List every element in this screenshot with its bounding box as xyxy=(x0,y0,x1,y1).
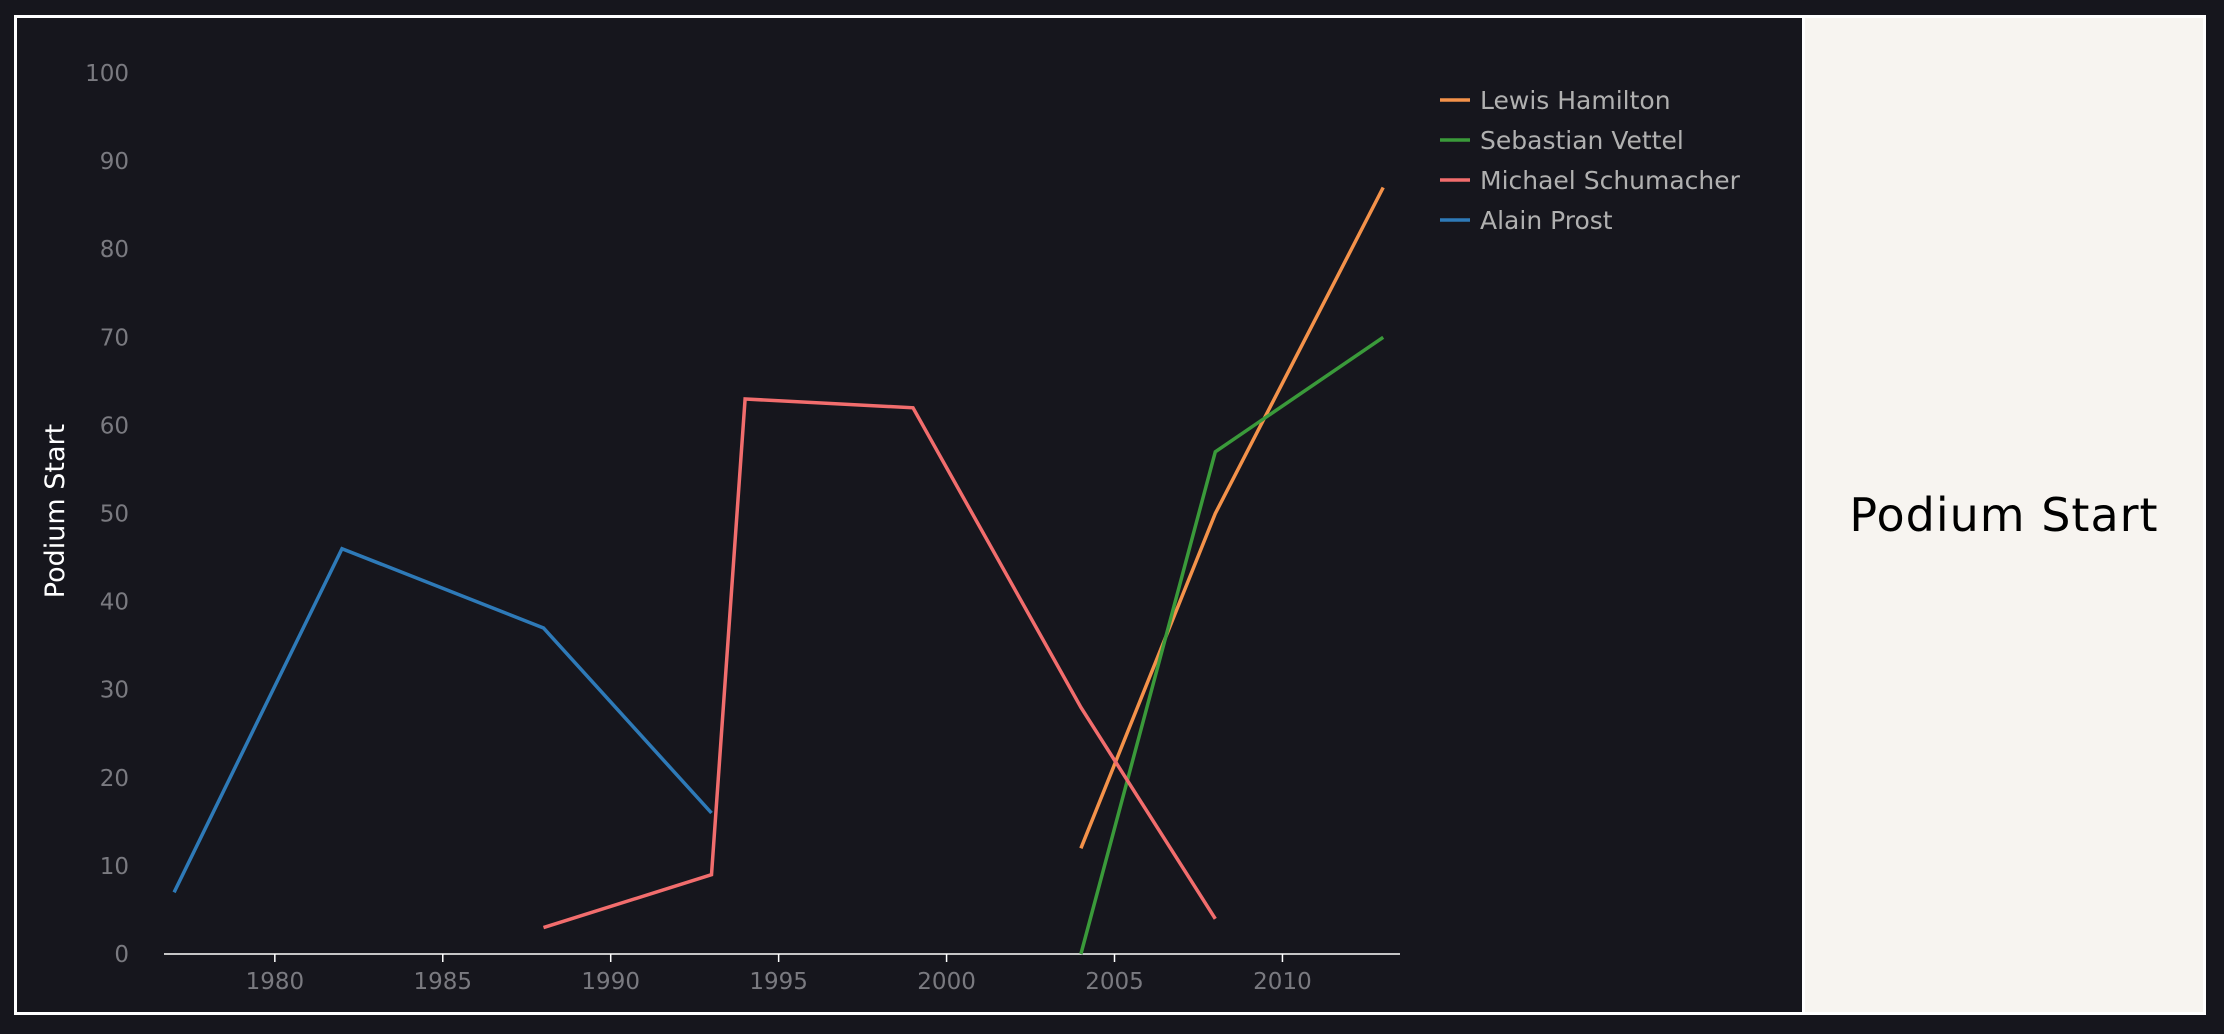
y-tick-label: 90 xyxy=(100,149,129,175)
y-axis-label: Podium Start xyxy=(40,424,71,598)
series-line-alain-prost xyxy=(172,546,713,894)
y-tick-label: 70 xyxy=(100,325,129,351)
figure-frame: 1980 1985 1990 1995 2000 2005 2010 0 10 20 30 40 50 6… xyxy=(14,15,2206,1015)
legend-label: Alain Prost xyxy=(1480,206,1613,235)
y-tick-label: 80 xyxy=(100,237,129,263)
y-tick-label: 40 xyxy=(100,590,129,616)
x-tick-label: 2000 xyxy=(917,969,976,995)
panel-title: Podium Start xyxy=(1849,488,2159,542)
legend-label: Michael Schumacher xyxy=(1480,166,1741,195)
y-tick-label: 100 xyxy=(85,61,129,87)
x-tick-label: 2010 xyxy=(1253,969,1312,995)
series-line-michael-schumacher xyxy=(542,397,1217,930)
y-tick-label: 10 xyxy=(100,854,129,880)
series-line-lewis-hamilton xyxy=(1079,186,1385,849)
y-tick-label: 50 xyxy=(100,502,129,528)
legend-label: Lewis Hamilton xyxy=(1480,86,1671,115)
x-tick-label: 1985 xyxy=(413,969,472,995)
y-tick-label: 30 xyxy=(100,678,129,704)
legend-label: Sebastian Vettel xyxy=(1480,126,1684,155)
x-tick-label: 1995 xyxy=(749,969,808,995)
side-panel: Podium Start xyxy=(1802,18,2203,1012)
y-tick-label: 20 xyxy=(100,766,129,792)
x-tick-label: 1990 xyxy=(581,969,640,995)
chart-panel: 1980 1985 1990 1995 2000 2005 2010 0 10 20 30 40 50 6… xyxy=(17,18,1802,1012)
series-line-sebastian-vettel xyxy=(1079,335,1385,955)
y-tick-label: 0 xyxy=(114,942,129,968)
line-chart: 1980 1985 1990 1995 2000 2005 2010 0 10 20 30 40 50 6… xyxy=(40,61,1741,995)
y-tick-label: 60 xyxy=(100,413,129,439)
x-tick-label: 1980 xyxy=(246,969,305,995)
x-tick-label: 2005 xyxy=(1085,969,1144,995)
